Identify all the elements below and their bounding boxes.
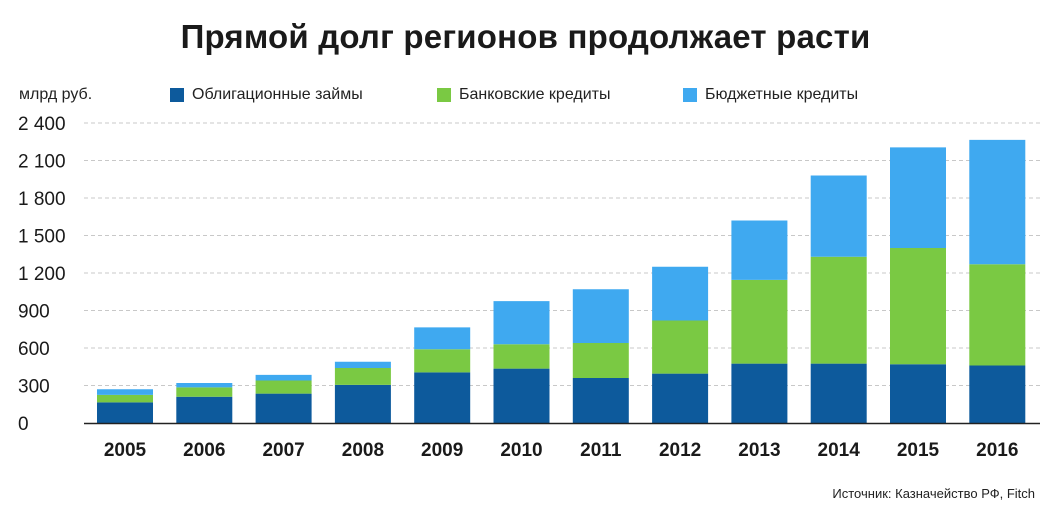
- x-tick-label: 2014: [818, 440, 861, 461]
- x-tick-label: 2013: [738, 440, 780, 461]
- y-tick-label: 900: [18, 302, 50, 323]
- x-tick-label: 2010: [500, 440, 542, 461]
- bar-segment-bonds: [810, 363, 867, 423]
- bar-segment-bank-loans: [414, 349, 471, 373]
- bar-segment-bonds: [176, 396, 233, 423]
- x-tick-label: 2012: [659, 440, 701, 461]
- y-tick-label: 2 100: [18, 152, 66, 173]
- y-tick-label: 300: [18, 377, 50, 398]
- bar-segment-budget-loans: [97, 389, 153, 395]
- bar-segment-budget-loans: [176, 383, 233, 388]
- y-tick-label: 1 500: [18, 227, 66, 248]
- bar-segment-bonds: [255, 393, 312, 423]
- bar-segment-budget-loans: [572, 289, 629, 343]
- bar-segment-bonds: [572, 378, 629, 423]
- bar-segment-bank-loans: [334, 368, 391, 385]
- legend-swatch-bonds: [170, 88, 184, 102]
- x-tick-label: 2016: [976, 440, 1018, 461]
- legend-item-bank-loans: Банковские кредиты: [437, 86, 610, 104]
- chart-title: Прямой долг регионов продолжает расти: [180, 18, 871, 55]
- y-tick-label: 1 200: [18, 264, 66, 285]
- bar-segment-budget-loans: [334, 361, 391, 368]
- legend-item-bonds: Облигационные займы: [170, 86, 363, 104]
- bar-segment-bank-loans: [890, 248, 946, 365]
- bar-segment-bank-loans: [255, 380, 312, 394]
- y-tick-label: 2 400: [18, 114, 66, 135]
- bar-segment-bonds: [969, 365, 1026, 423]
- y-tick-label: 600: [18, 339, 50, 360]
- bar-segment-budget-loans: [255, 374, 312, 381]
- bar-segment-bank-loans: [810, 256, 867, 364]
- legend-label-bonds: Облигационные займы: [192, 86, 363, 103]
- bar-segment-budget-loans: [493, 301, 550, 345]
- legend-swatch-budget-loans: [683, 88, 697, 102]
- legend-item-budget-loans: Бюджетные кредиты: [683, 86, 858, 104]
- legend-swatch-bank-loans: [437, 88, 451, 102]
- bar-segment-bonds: [652, 373, 709, 423]
- bar-segment-bonds: [334, 384, 391, 423]
- legend: Облигационные займы Банковские кредиты Б…: [0, 86, 1051, 108]
- bar-segment-budget-loans: [810, 175, 867, 257]
- bar-segment-bank-loans: [969, 264, 1026, 366]
- x-tick-label: 2011: [580, 440, 622, 461]
- bar-segment-bonds: [97, 402, 153, 423]
- x-tick-label: 2006: [183, 440, 225, 461]
- y-tick-label: 1 800: [18, 189, 66, 210]
- bar-segment-bank-loans: [176, 387, 233, 397]
- x-tick-label: 2009: [421, 440, 463, 461]
- x-tick-label: 2005: [104, 440, 147, 461]
- legend-label-budget-loans: Бюджетные кредиты: [705, 86, 859, 103]
- bar-segment-bonds: [890, 364, 946, 423]
- bar-segment-budget-loans: [731, 220, 788, 280]
- legend-label-bank-loans: Банковские кредиты: [459, 86, 611, 103]
- bar-segment-bonds: [414, 372, 471, 423]
- x-tick-label: 2008: [342, 440, 384, 461]
- y-axis-unit-label: млрд руб.: [19, 86, 93, 103]
- x-tick-label: 2015: [897, 440, 940, 461]
- bar-segment-bank-loans: [652, 320, 709, 374]
- bar-segment-bonds: [493, 368, 550, 423]
- bar-segment-bank-loans: [731, 279, 788, 364]
- bar-segment-bank-loans: [97, 394, 153, 403]
- bar-segment-budget-loans: [414, 327, 471, 350]
- bar-segment-budget-loans: [652, 266, 709, 321]
- x-tick-label: 2007: [262, 440, 304, 461]
- source-note: Источник: Казначейство РФ, Fitch: [832, 486, 1035, 501]
- bar-segment-bank-loans: [572, 343, 629, 378]
- y-tick-label: 0: [18, 414, 29, 435]
- bar-segment-bank-loans: [493, 344, 550, 369]
- bar-segment-bonds: [731, 363, 788, 423]
- bar-segment-budget-loans: [890, 147, 946, 248]
- bar-segment-budget-loans: [969, 139, 1026, 265]
